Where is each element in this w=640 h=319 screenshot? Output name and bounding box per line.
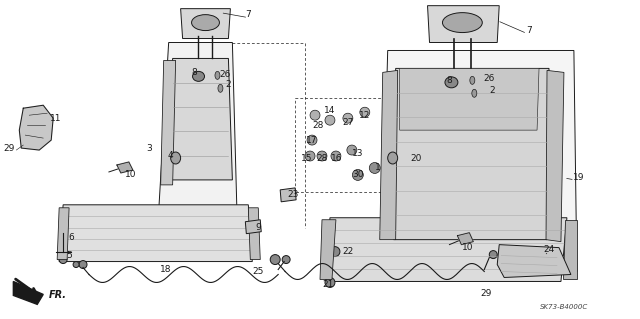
Text: 6: 6 (68, 233, 74, 242)
Polygon shape (381, 50, 577, 271)
Text: 25: 25 (253, 267, 264, 276)
Polygon shape (157, 42, 237, 228)
Text: 22: 22 (342, 247, 353, 256)
Text: 28: 28 (316, 153, 328, 162)
Text: 18: 18 (160, 265, 172, 274)
Circle shape (325, 278, 335, 287)
Polygon shape (546, 70, 564, 241)
Text: 29: 29 (4, 144, 15, 152)
Polygon shape (563, 220, 577, 279)
Text: 16: 16 (331, 153, 342, 162)
Text: 23: 23 (287, 190, 299, 199)
Text: 17: 17 (307, 136, 318, 145)
Polygon shape (428, 6, 499, 42)
Circle shape (282, 256, 290, 263)
Polygon shape (245, 220, 261, 234)
Text: 20: 20 (410, 153, 421, 162)
Circle shape (489, 251, 497, 259)
Ellipse shape (347, 145, 357, 155)
Polygon shape (399, 68, 539, 130)
Polygon shape (380, 70, 397, 240)
Text: 24: 24 (543, 245, 555, 254)
Ellipse shape (215, 71, 220, 79)
Text: 9: 9 (255, 223, 261, 232)
Text: 10: 10 (125, 170, 136, 179)
Text: 26: 26 (220, 70, 231, 79)
Text: 26: 26 (484, 74, 495, 83)
Text: 8: 8 (447, 76, 452, 85)
Text: 10: 10 (461, 243, 473, 252)
Ellipse shape (470, 76, 475, 84)
Ellipse shape (331, 151, 341, 161)
Polygon shape (59, 205, 252, 262)
Text: 3: 3 (146, 144, 152, 152)
Text: FR.: FR. (49, 290, 67, 300)
Polygon shape (326, 218, 567, 281)
Ellipse shape (191, 15, 220, 31)
Text: 2: 2 (490, 86, 495, 95)
Polygon shape (394, 68, 549, 240)
Text: 7: 7 (245, 10, 251, 19)
Ellipse shape (442, 13, 483, 33)
Polygon shape (117, 162, 133, 173)
Text: 13: 13 (352, 149, 364, 158)
Polygon shape (458, 233, 474, 245)
Circle shape (270, 255, 280, 264)
Text: 1: 1 (375, 163, 381, 173)
Polygon shape (57, 208, 69, 260)
Ellipse shape (472, 89, 477, 97)
Ellipse shape (193, 71, 205, 81)
Text: 29: 29 (481, 289, 492, 298)
Text: 4: 4 (168, 151, 173, 160)
Ellipse shape (360, 107, 370, 117)
Text: SK73-B4000C: SK73-B4000C (540, 304, 588, 310)
Ellipse shape (317, 151, 327, 161)
Text: 5: 5 (66, 251, 72, 260)
Ellipse shape (343, 113, 353, 123)
Text: 14: 14 (324, 106, 335, 115)
Text: 12: 12 (359, 111, 371, 120)
Text: 28: 28 (312, 121, 324, 130)
Text: 30: 30 (352, 170, 364, 179)
Ellipse shape (218, 84, 223, 92)
Ellipse shape (369, 162, 380, 174)
Polygon shape (161, 60, 175, 185)
Polygon shape (248, 208, 260, 260)
Text: 11: 11 (51, 114, 62, 123)
Ellipse shape (325, 115, 335, 125)
Polygon shape (320, 220, 336, 279)
Text: 27: 27 (342, 118, 353, 127)
Ellipse shape (353, 169, 364, 181)
Ellipse shape (445, 77, 458, 88)
Ellipse shape (305, 151, 315, 161)
Polygon shape (180, 9, 230, 39)
Polygon shape (280, 188, 296, 202)
Text: 2: 2 (225, 80, 231, 89)
Text: 15: 15 (301, 153, 313, 162)
Polygon shape (169, 58, 232, 180)
Circle shape (59, 256, 67, 263)
Ellipse shape (310, 110, 320, 120)
Text: 21: 21 (323, 280, 333, 289)
Ellipse shape (307, 135, 317, 145)
Ellipse shape (171, 152, 180, 164)
Polygon shape (497, 245, 571, 278)
Ellipse shape (388, 152, 397, 164)
Text: 8: 8 (191, 68, 197, 77)
Text: 7: 7 (526, 26, 532, 35)
Circle shape (79, 261, 87, 269)
Circle shape (330, 247, 340, 256)
Circle shape (73, 262, 79, 268)
Polygon shape (13, 281, 44, 304)
Text: 19: 19 (573, 174, 584, 182)
Polygon shape (19, 105, 53, 150)
